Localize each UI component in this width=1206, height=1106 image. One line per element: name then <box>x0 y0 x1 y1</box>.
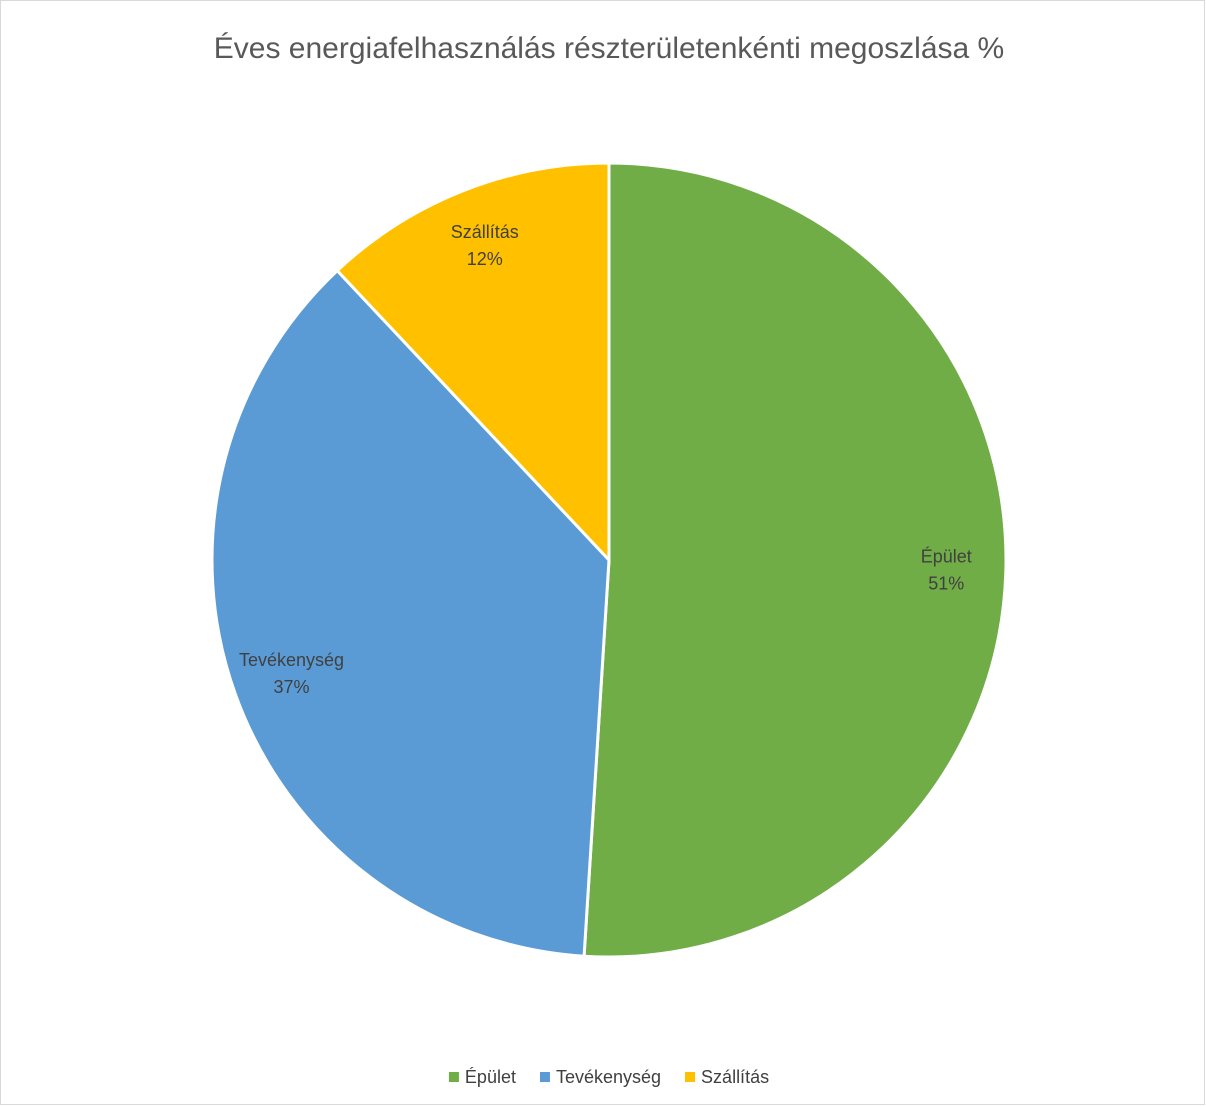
legend-label: Tevékenység <box>556 1067 661 1087</box>
legend-label: Épület <box>465 1067 516 1087</box>
data-label-category: Épület <box>921 546 972 566</box>
data-label-value: 51% <box>928 573 964 593</box>
legend-swatch <box>539 1072 550 1082</box>
data-label-category: Tevékenység <box>239 650 344 670</box>
pie-slice <box>210 268 611 958</box>
data-label-value: 37% <box>273 677 309 697</box>
legend-label: Szállítás <box>701 1067 769 1087</box>
chart-title: Éves energiafelhasználás részterületenké… <box>214 32 1004 65</box>
pie-slice <box>335 161 611 564</box>
legend-swatch <box>448 1072 459 1082</box>
data-label-value: 12% <box>467 249 503 269</box>
data-label-category: Szállítás <box>451 222 519 242</box>
pie-slice <box>582 161 1008 959</box>
legend-swatch <box>685 1072 696 1082</box>
